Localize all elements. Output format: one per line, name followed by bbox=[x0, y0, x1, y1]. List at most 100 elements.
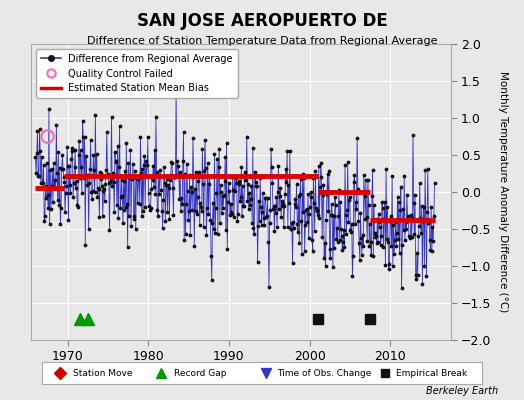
Point bbox=[53, 197, 62, 204]
Point bbox=[369, 253, 377, 259]
Point bbox=[316, 160, 325, 166]
Point bbox=[100, 186, 108, 192]
Point bbox=[265, 284, 273, 290]
Point bbox=[192, 168, 201, 175]
Point bbox=[245, 206, 253, 213]
Point bbox=[255, 217, 264, 224]
Point bbox=[289, 218, 298, 225]
Point bbox=[127, 176, 136, 182]
Point bbox=[269, 206, 277, 212]
Point bbox=[269, 202, 278, 209]
Point bbox=[387, 243, 396, 249]
Point bbox=[307, 194, 315, 200]
Point bbox=[267, 164, 276, 170]
Point bbox=[189, 134, 197, 141]
Point bbox=[232, 175, 240, 182]
Point bbox=[383, 236, 391, 242]
Point bbox=[221, 154, 230, 160]
Point bbox=[273, 224, 281, 230]
Point bbox=[49, 199, 57, 206]
Point bbox=[48, 166, 57, 173]
Point bbox=[194, 178, 202, 184]
Point bbox=[271, 210, 280, 216]
Point bbox=[90, 167, 98, 173]
Point bbox=[126, 147, 135, 153]
Point bbox=[250, 169, 259, 176]
Point bbox=[197, 204, 205, 210]
Point bbox=[279, 201, 287, 207]
Point bbox=[47, 206, 55, 212]
Point bbox=[412, 276, 421, 282]
Point bbox=[99, 188, 107, 194]
Point bbox=[115, 164, 123, 170]
Point bbox=[213, 156, 221, 163]
Point bbox=[385, 266, 393, 272]
Point bbox=[419, 218, 427, 224]
Point bbox=[394, 235, 402, 242]
Point bbox=[32, 150, 41, 156]
Point bbox=[340, 227, 348, 233]
Point bbox=[72, 185, 80, 192]
Point bbox=[74, 204, 82, 210]
Text: Empirical Break: Empirical Break bbox=[396, 368, 467, 378]
Point bbox=[395, 250, 403, 256]
Point bbox=[320, 255, 329, 261]
Point bbox=[212, 190, 221, 196]
Point bbox=[380, 199, 389, 205]
Point bbox=[422, 273, 431, 279]
Point bbox=[356, 256, 364, 263]
Point bbox=[55, 202, 63, 208]
Point bbox=[294, 229, 302, 235]
Point bbox=[60, 179, 69, 185]
Point bbox=[84, 226, 93, 232]
Point bbox=[374, 239, 382, 245]
Point bbox=[228, 211, 236, 218]
Point bbox=[336, 199, 344, 205]
Point bbox=[370, 234, 379, 240]
Point bbox=[57, 205, 65, 211]
Point bbox=[277, 214, 285, 220]
Point bbox=[425, 218, 433, 225]
Point bbox=[61, 190, 70, 196]
Point bbox=[390, 237, 399, 243]
Point bbox=[148, 175, 156, 182]
Point bbox=[254, 223, 263, 229]
Point bbox=[397, 184, 405, 190]
Point bbox=[144, 190, 152, 196]
Point bbox=[397, 285, 406, 291]
Point bbox=[162, 182, 170, 188]
Point bbox=[48, 183, 56, 190]
Point bbox=[363, 238, 372, 244]
Point bbox=[301, 222, 310, 228]
Point bbox=[167, 159, 176, 165]
Point bbox=[311, 168, 320, 174]
Point bbox=[268, 180, 277, 186]
Point bbox=[227, 208, 235, 215]
Point bbox=[420, 204, 428, 211]
Point bbox=[345, 194, 354, 200]
Point bbox=[237, 164, 246, 170]
Point bbox=[129, 161, 137, 167]
Point bbox=[125, 175, 134, 181]
Point bbox=[340, 244, 348, 250]
Point bbox=[219, 192, 227, 199]
Point bbox=[193, 211, 201, 218]
Point bbox=[139, 162, 148, 169]
Point bbox=[210, 151, 219, 157]
Point bbox=[101, 198, 109, 204]
Point bbox=[430, 180, 439, 186]
Point bbox=[117, 194, 125, 200]
Point bbox=[409, 200, 418, 206]
Point bbox=[184, 217, 192, 224]
Point bbox=[418, 202, 426, 209]
Point bbox=[165, 185, 173, 191]
Point bbox=[188, 207, 196, 213]
Point bbox=[404, 213, 412, 220]
Point bbox=[110, 179, 118, 186]
Point bbox=[119, 178, 128, 184]
Point bbox=[151, 191, 159, 198]
Point bbox=[429, 238, 438, 244]
Point bbox=[189, 174, 198, 180]
Point bbox=[312, 205, 320, 212]
Point bbox=[353, 134, 362, 141]
